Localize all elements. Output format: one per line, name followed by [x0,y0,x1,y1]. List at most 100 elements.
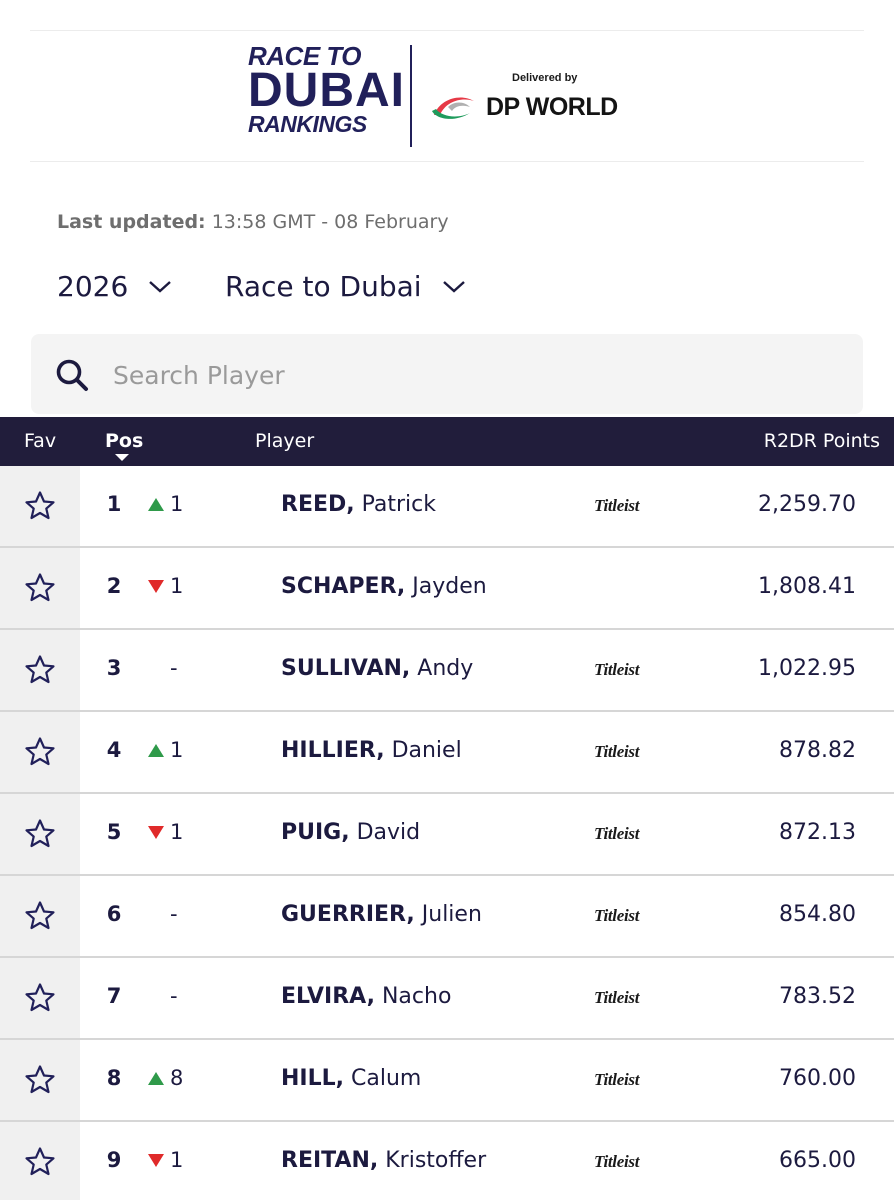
position-change: - [148,984,178,1008]
player-name[interactable]: HILL, Calum [281,1066,421,1091]
tour-selector[interactable]: Race to Dubai [225,270,466,303]
table-row: 1 1 REED, Patrick Titleist 2,259.70 [0,466,894,548]
last-updated: Last updated: 13:58 GMT - 08 February [57,211,449,233]
player-name[interactable]: REITAN, Kristoffer [281,1148,486,1173]
r2dr-points: 760.00 [779,1066,856,1091]
table-header: Fav Pos Player R2DR Points [0,417,894,466]
star-icon [25,1065,55,1094]
search-box [31,334,863,414]
arrow-up-icon [148,1071,164,1085]
arrow-down-icon [148,825,164,839]
tour-value: Race to Dubai [225,270,422,303]
player-first-name: Nacho [381,984,452,1009]
chevron-down-icon [149,280,172,293]
position-change: - [148,656,178,680]
star-icon [25,573,55,602]
sort-arrow-icon [115,454,129,461]
chevron-down-icon [442,280,465,293]
favourite-button[interactable] [0,466,80,546]
favourite-button[interactable] [0,712,80,792]
player-first-name: Calum [351,1066,422,1091]
position-change: 8 [148,1066,183,1090]
star-icon [25,901,55,930]
player-first-name: Patrick [361,492,437,517]
titleist-logo: Titleist [594,824,640,843]
position-change: 1 [148,820,183,844]
position: 9 [106,1148,122,1172]
player-last-name: REITAN, [281,1148,379,1173]
player-name[interactable]: GUERRIER, Julien [281,902,482,927]
position: 5 [106,820,122,844]
r2dr-points: 1,022.95 [758,656,856,681]
titleist-logo: Titleist [594,496,640,515]
favourite-button[interactable] [0,1040,80,1120]
favourite-button[interactable] [0,1122,80,1200]
favourite-button[interactable] [0,548,80,628]
player-last-name: SCHAPER, [281,574,406,599]
delivered-by-label: Delivered by [512,72,578,84]
player-name[interactable]: SCHAPER, Jayden [281,574,487,599]
position: 6 [106,902,122,926]
col-pos-sort[interactable]: Pos [105,430,144,452]
favourite-button[interactable] [0,630,80,710]
table-row: 7 - ELVIRA, Nacho Titleist 783.52 [0,958,894,1040]
dp-world-wordmark: DP WORLD [486,93,618,121]
rankings-table-body: 1 1 REED, Patrick Titleist 2,259.70 2 1 SCHAPER… [0,466,894,1200]
player-name[interactable]: ELVIRA, Nacho [281,984,451,1009]
titleist-logo: Titleist [594,1152,640,1171]
last-updated-label: Last updated: [57,211,206,233]
logo-line-3: RANKINGS [248,111,367,137]
star-icon [25,737,55,766]
player-first-name: Jayden [412,574,487,599]
position-change-value: 1 [170,820,184,844]
arrow-down-icon [148,579,164,593]
position-change-value: 1 [170,574,184,598]
favourite-button[interactable] [0,958,80,1038]
player-first-name: Daniel [391,738,462,763]
star-icon [25,491,55,520]
race-to-dubai-logo: RACE TO DUBAI RANKINGS [248,41,405,137]
search-icon [56,359,88,391]
col-fav: Fav [24,430,57,452]
r2dr-points: 854.80 [779,902,856,927]
table-row: 2 1 SCHAPER, Jayden 1,808.41 [0,548,894,630]
titleist-logo: Titleist [594,660,640,679]
last-updated-value: 13:58 GMT - 08 February [211,211,449,233]
position: 4 [106,738,122,762]
position: 7 [106,984,122,1008]
star-icon [25,983,55,1012]
player-name[interactable]: PUIG, David [281,820,420,845]
star-icon [25,819,55,848]
r2dr-points: 878.82 [779,738,856,763]
player-first-name: Andy [417,656,474,681]
player-name[interactable]: REED, Patrick [281,492,436,517]
position-change-value: - [170,656,178,680]
position-change: 1 [148,738,183,762]
player-first-name: Kristoffer [385,1148,487,1173]
position-change: 1 [148,1148,183,1172]
favourite-button[interactable] [0,794,80,874]
player-last-name: PUIG, [281,820,350,845]
position-change: - [148,902,178,926]
star-icon [25,1147,55,1176]
logo-divider [410,45,412,147]
position: 3 [106,656,122,680]
position-change: 1 [148,574,183,598]
col-player: Player [255,430,315,452]
r2dr-points: 783.52 [779,984,856,1009]
table-row: 5 1 PUIG, David Titleist 872.13 [0,794,894,876]
arrow-up-icon [148,497,164,511]
player-name[interactable]: HILLIER, Daniel [281,738,462,763]
star-icon [25,655,55,684]
player-last-name: SULLIVAN, [281,656,411,681]
search-input[interactable] [111,354,835,396]
season-selector[interactable]: 2026 [57,270,172,303]
logo-line-2: DUBAI [248,64,405,117]
logo-line-1: RACE TO [248,41,362,71]
position-change: 1 [148,492,183,516]
player-name[interactable]: SULLIVAN, Andy [281,656,473,681]
position-change-value: - [170,902,178,926]
favourite-button[interactable] [0,876,80,956]
table-row: 3 - SULLIVAN, Andy Titleist 1,022.95 [0,630,894,712]
table-row: 4 1 HILLIER, Daniel Titleist 878.82 [0,712,894,794]
